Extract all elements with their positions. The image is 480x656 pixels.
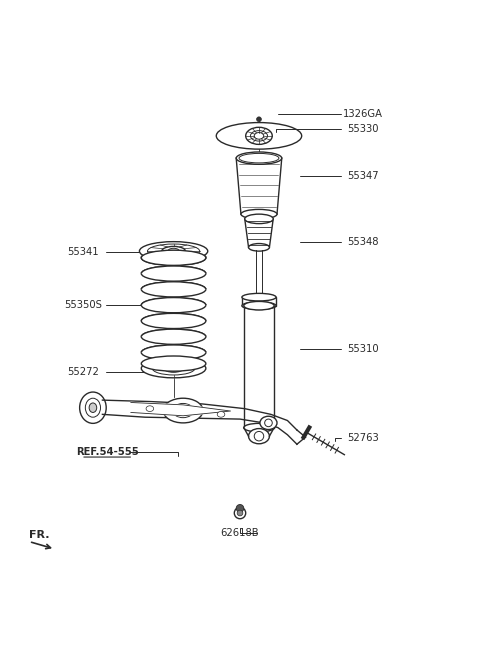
Text: 55347: 55347 — [348, 171, 379, 181]
Ellipse shape — [237, 510, 243, 516]
Ellipse shape — [141, 314, 206, 329]
Ellipse shape — [147, 244, 200, 258]
Ellipse shape — [89, 403, 96, 413]
Ellipse shape — [139, 241, 208, 260]
Text: 1326GA: 1326GA — [343, 108, 384, 119]
Text: 55348: 55348 — [348, 237, 379, 247]
Ellipse shape — [254, 432, 264, 441]
Ellipse shape — [85, 398, 100, 417]
Ellipse shape — [244, 301, 274, 310]
Text: REF.54-555: REF.54-555 — [76, 447, 139, 457]
Ellipse shape — [152, 361, 195, 375]
Text: 55330: 55330 — [348, 124, 379, 134]
Ellipse shape — [163, 398, 203, 423]
Ellipse shape — [246, 127, 272, 144]
Ellipse shape — [164, 365, 183, 372]
Ellipse shape — [173, 403, 193, 418]
Ellipse shape — [217, 411, 225, 417]
Bar — [242, 297, 276, 306]
Ellipse shape — [141, 266, 206, 281]
Text: 55272: 55272 — [68, 367, 99, 377]
Ellipse shape — [216, 123, 301, 149]
Ellipse shape — [141, 345, 206, 360]
Ellipse shape — [169, 366, 179, 371]
Ellipse shape — [244, 423, 274, 432]
Ellipse shape — [146, 406, 154, 411]
Ellipse shape — [249, 428, 269, 443]
Ellipse shape — [236, 152, 282, 164]
Polygon shape — [131, 403, 230, 416]
Ellipse shape — [260, 417, 277, 430]
Ellipse shape — [249, 243, 269, 251]
Text: 55341: 55341 — [68, 247, 99, 257]
Ellipse shape — [239, 154, 279, 163]
Ellipse shape — [141, 329, 206, 344]
Ellipse shape — [236, 504, 244, 512]
Text: 52763: 52763 — [348, 433, 379, 443]
Text: 62618B: 62618B — [221, 528, 259, 538]
Text: 55350S: 55350S — [64, 300, 102, 310]
Ellipse shape — [241, 209, 277, 219]
Ellipse shape — [254, 133, 264, 139]
Ellipse shape — [264, 419, 272, 426]
Ellipse shape — [141, 250, 206, 266]
Ellipse shape — [242, 302, 276, 310]
Ellipse shape — [245, 214, 273, 224]
Ellipse shape — [141, 359, 206, 378]
Ellipse shape — [242, 293, 276, 301]
Ellipse shape — [234, 507, 246, 519]
Ellipse shape — [80, 392, 106, 423]
Ellipse shape — [141, 298, 206, 313]
Ellipse shape — [257, 117, 261, 121]
Ellipse shape — [251, 131, 267, 141]
Ellipse shape — [141, 356, 206, 371]
Ellipse shape — [162, 247, 185, 256]
Text: FR.: FR. — [29, 529, 49, 540]
Ellipse shape — [168, 248, 179, 254]
Text: 55310: 55310 — [348, 344, 379, 354]
Ellipse shape — [141, 250, 206, 266]
Ellipse shape — [141, 282, 206, 297]
